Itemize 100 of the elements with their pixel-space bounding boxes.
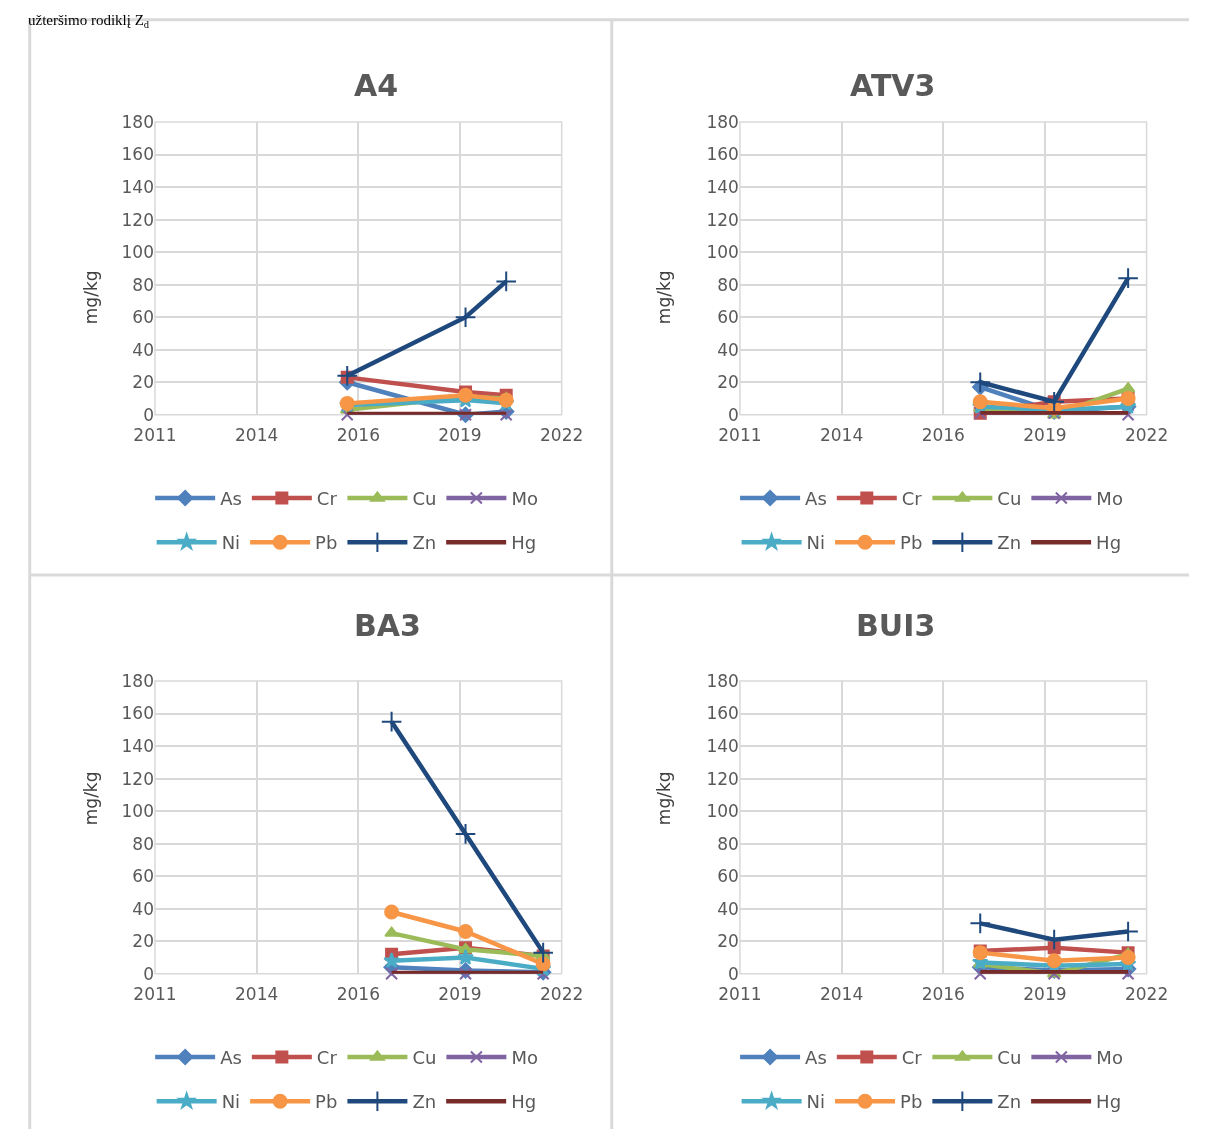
x-tick-label: 2022	[1124, 983, 1169, 1004]
legend-label: Pb	[315, 532, 338, 554]
legend-label: Cr	[901, 487, 923, 509]
x-tick-label: 2022	[1124, 424, 1169, 445]
x-tick-label: 2011	[133, 424, 177, 445]
y-tick-label: 180	[121, 111, 154, 132]
legend-label: Ni	[806, 532, 826, 554]
y-tick-label: 0	[143, 404, 154, 425]
y-axis-title: mg/kg	[654, 270, 675, 325]
legend-label: Mo	[1096, 487, 1123, 509]
y-tick-label: 20	[132, 372, 154, 393]
chart-title: ATV3	[850, 68, 936, 103]
y-tick-label: 40	[132, 339, 154, 360]
x-tick-label: 2019	[438, 424, 482, 445]
y-tick-label: 60	[717, 307, 739, 328]
legend-label: As	[805, 1047, 827, 1068]
legend-label: As	[220, 487, 242, 509]
x-tick-label: 2016	[921, 424, 965, 445]
legend-label: Zn	[997, 1091, 1022, 1113]
legend-label: As	[220, 1047, 242, 1068]
legend-label: Cr	[316, 487, 338, 509]
legend-label: Hg	[511, 1091, 537, 1113]
chart-title: BA3	[354, 608, 421, 643]
y-tick-label: 20	[717, 372, 739, 393]
legend-label: Cu	[412, 1047, 437, 1068]
y-tick-label: 20	[132, 931, 154, 952]
y-tick-label: 160	[121, 144, 154, 165]
y-tick-label: 140	[706, 736, 739, 757]
y-tick-label: 60	[132, 866, 154, 887]
y-tick-label: 80	[132, 833, 154, 854]
y-tick-label: 60	[717, 866, 739, 887]
legend-label: Pb	[900, 1091, 923, 1113]
x-tick-label: 2022	[540, 983, 584, 1004]
legend-label: Cu	[997, 1047, 1022, 1068]
legend-label: Cr	[901, 1047, 923, 1068]
y-tick-label: 40	[132, 898, 154, 919]
x-tick-label: 2014	[819, 983, 864, 1004]
y-tick-label: 40	[717, 898, 739, 919]
y-tick-label: 180	[121, 670, 154, 691]
y-tick-label: 100	[706, 242, 739, 263]
x-tick-label: 2019	[1023, 983, 1067, 1004]
legend-label: Mo	[1096, 1047, 1123, 1068]
y-tick-label: 100	[121, 242, 154, 263]
y-tick-label: 100	[121, 801, 154, 822]
legend-label: Pb	[900, 532, 923, 554]
y-tick-label: 120	[121, 209, 154, 230]
legend-label: As	[805, 487, 827, 509]
legend-label: Zn	[412, 532, 437, 554]
y-axis-title: mg/kg	[81, 270, 102, 325]
y-tick-label: 140	[121, 177, 154, 198]
legend-label: Mo	[511, 1047, 538, 1068]
legend-label: Pb	[315, 1091, 338, 1113]
legend-label: Zn	[412, 1091, 437, 1113]
legend-label: Zn	[997, 532, 1022, 554]
legend-label: Hg	[1096, 532, 1122, 554]
legend-label: Hg	[1096, 1091, 1122, 1113]
x-tick-label: 2011	[133, 983, 177, 1004]
y-tick-label: 60	[132, 307, 154, 328]
x-tick-label: 2014	[235, 983, 279, 1004]
y-tick-label: 120	[706, 209, 739, 230]
legend-label: Cr	[316, 1047, 338, 1068]
y-tick-label: 120	[121, 768, 154, 789]
y-tick-label: 0	[143, 963, 154, 984]
legend-label: Ni	[806, 1091, 826, 1113]
x-tick-label: 2016	[336, 424, 380, 445]
y-tick-label: 180	[706, 670, 739, 691]
x-tick-label: 2014	[819, 424, 864, 445]
x-tick-label: 2011	[718, 983, 762, 1004]
y-tick-label: 80	[717, 833, 739, 854]
y-tick-label: 140	[706, 177, 739, 198]
y-tick-label: 20	[717, 931, 739, 952]
legend-label: Mo	[511, 487, 538, 509]
y-tick-label: 180	[706, 111, 739, 132]
y-tick-label: 40	[717, 339, 739, 360]
y-axis-title: mg/kg	[81, 771, 102, 826]
x-tick-label: 2019	[1023, 424, 1067, 445]
legend-label: Ni	[221, 532, 241, 554]
x-tick-label: 2011	[718, 424, 762, 445]
y-tick-label: 160	[706, 703, 739, 724]
y-tick-label: 0	[728, 963, 739, 984]
legend-label: Cu	[997, 487, 1022, 509]
y-tick-label: 80	[717, 274, 739, 295]
y-tick-label: 0	[728, 404, 739, 425]
chart-title: BUI3	[856, 608, 936, 643]
legend-label: Hg	[511, 532, 537, 554]
y-tick-label: 160	[121, 703, 154, 724]
legend-label: Ni	[221, 1091, 241, 1113]
y-tick-label: 100	[706, 801, 739, 822]
text: užteršimo rodiklį Z$_{d}$	[28, 12, 150, 31]
chart-title: A4	[354, 68, 399, 103]
y-tick-label: 160	[706, 144, 739, 165]
x-tick-label: 2019	[438, 983, 482, 1004]
y-tick-label: 120	[706, 768, 739, 789]
x-tick-label: 2014	[235, 424, 279, 445]
x-tick-label: 2016	[921, 983, 965, 1004]
y-axis-title: mg/kg	[654, 771, 675, 826]
y-tick-label: 140	[121, 736, 154, 757]
y-tick-label: 80	[132, 274, 154, 295]
x-tick-label: 2022	[540, 424, 584, 445]
x-tick-label: 2016	[336, 983, 380, 1004]
